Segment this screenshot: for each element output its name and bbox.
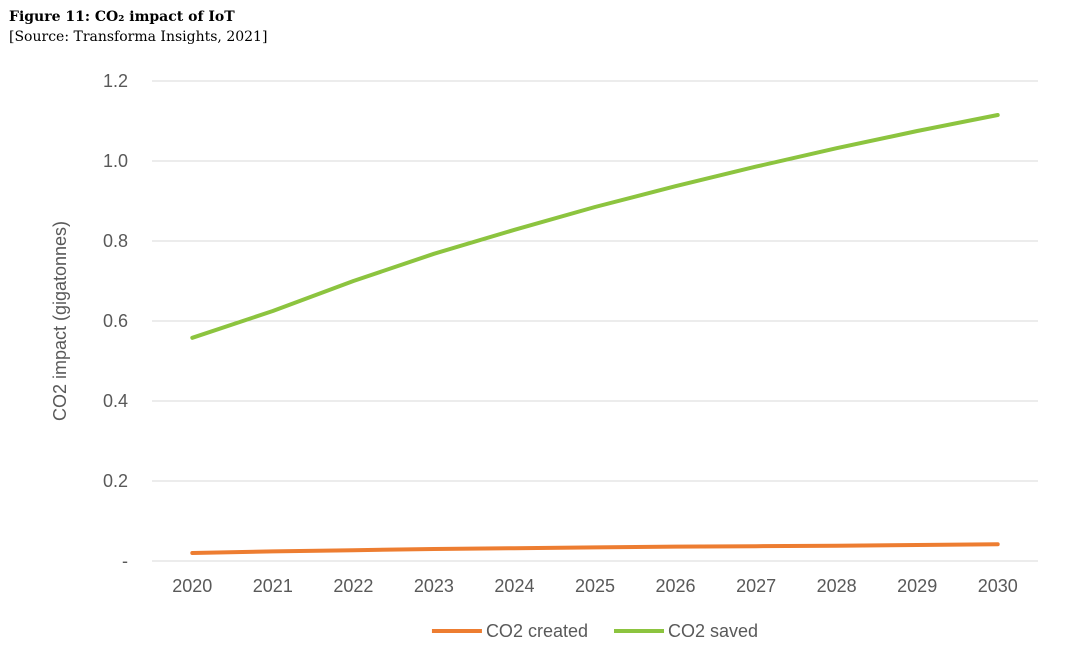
figure-source: [Source: Transforma Insights, 2021] [9, 29, 268, 45]
x-tick-label: 2026 [656, 576, 696, 596]
legend: CO2 created CO2 saved [431, 621, 758, 641]
x-tick-label: 2024 [494, 576, 534, 596]
legend-label: CO2 saved [668, 621, 758, 641]
y-tick-label: 0.2 [103, 471, 128, 491]
legend-label: CO2 created [486, 621, 588, 641]
series-lines [190, 113, 1000, 555]
y-tick-label: 0.4 [103, 391, 128, 411]
series-line [190, 113, 1000, 340]
y-axis-label: CO2 impact (gigatonnes) [50, 221, 70, 421]
y-tick-label: - [122, 551, 128, 571]
y-tick-label: 0.8 [103, 231, 128, 251]
gridlines [152, 80, 1038, 562]
x-tick-label: 2022 [333, 576, 373, 596]
x-tick-label: 2027 [736, 576, 776, 596]
x-tick-label: 2028 [817, 576, 857, 596]
figure-title: Figure 11: CO₂ impact of IoT [9, 9, 235, 25]
x-tick-label: 2021 [253, 576, 293, 596]
y-axis-ticks: - 0.2 0.4 0.6 0.8 1.0 1.2 [103, 71, 128, 571]
x-tick-label: 2029 [897, 576, 937, 596]
x-tick-label: 2030 [978, 576, 1018, 596]
x-axis-ticks: 2020 2021 2022 2023 2024 2025 2026 2027 2028 2029… [172, 576, 1018, 596]
x-tick-label: 2025 [575, 576, 615, 596]
series-line [190, 542, 1000, 555]
y-tick-label: 1.0 [103, 151, 128, 171]
x-tick-label: 2020 [172, 576, 212, 596]
x-tick-label: 2023 [414, 576, 454, 596]
y-tick-label: 1.2 [103, 71, 128, 91]
y-tick-label: 0.6 [103, 311, 128, 331]
